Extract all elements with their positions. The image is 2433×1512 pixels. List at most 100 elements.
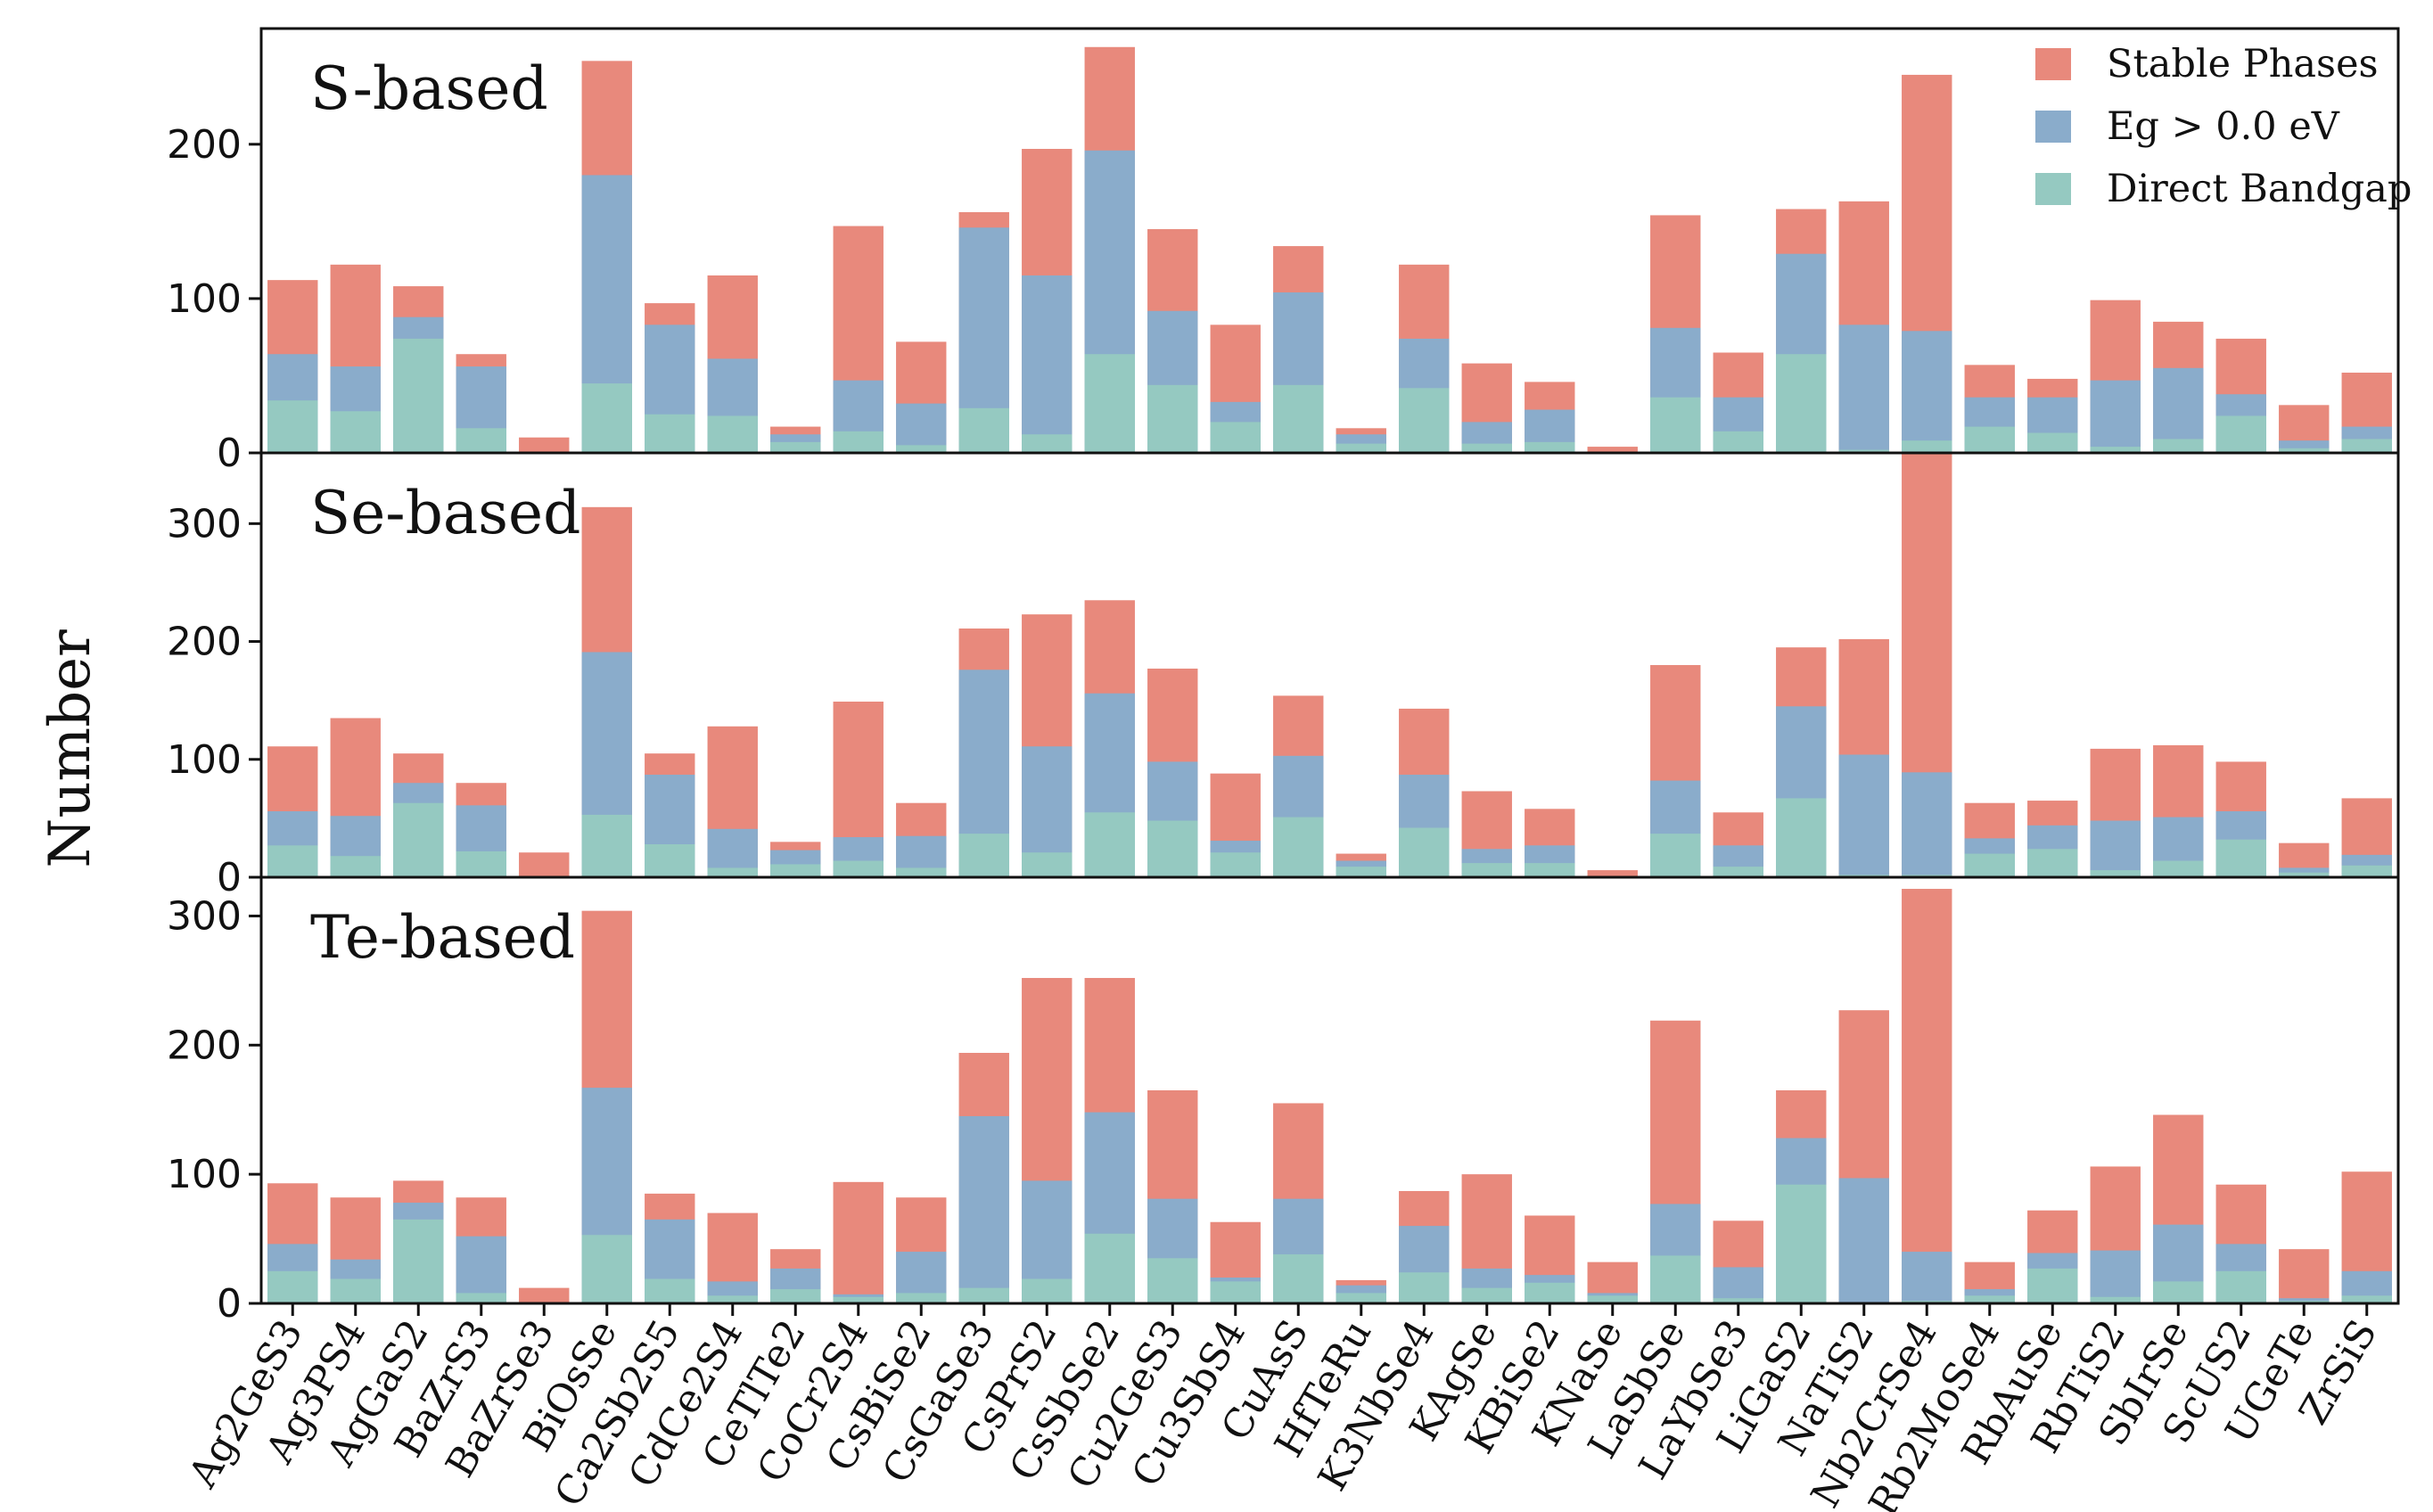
bar-se-based-RbAuSe-direct-bandgap [2027, 849, 2078, 877]
bar-se-based-Rb2MoSe4-direct-bandgap [1964, 853, 2015, 877]
bar-se-based-CsGaSe3-direct-bandgap [958, 834, 1009, 877]
bar-se-based-CdCe2S4-direct-bandgap [707, 867, 758, 877]
bar-s-based-BiOsSe-direct-bandgap [581, 383, 632, 453]
bar-se-based-BaZrS3-direct-bandgap [456, 850, 506, 877]
bar-te-based-ZrSiS-direct-bandgap [2341, 1295, 2392, 1303]
bar-te-based-CsPrS2-direct-bandgap [1022, 1278, 1073, 1303]
bar-te-based-Cu3SbS4-direct-bandgap [1210, 1281, 1261, 1303]
y-axis-label: Number [37, 629, 103, 868]
bar-te-based-CuAsS-direct-bandgap [1273, 1253, 1324, 1303]
bar-te-based-BiOsSe-direct-bandgap [581, 1235, 632, 1303]
bar-s-based-CsBiSe2-direct-bandgap [896, 445, 947, 453]
panel-frames [259, 27, 2400, 1305]
bar-se-based-ZrSiS-direct-bandgap [2341, 865, 2392, 877]
bar-s-based-CsBiSe2-eg-0-0-ev [896, 403, 947, 453]
bar-s-based-HfTeRu-direct-bandgap [1336, 443, 1386, 453]
y-tick-label: 200 [167, 122, 242, 168]
bar-te-based-KBiSe2-direct-bandgap [1525, 1282, 1575, 1303]
bar-s-based-KBiSe2-direct-bandgap [1525, 441, 1575, 453]
bar-te-based-BaZrSe3-stable-phases [519, 1287, 570, 1303]
bar-te-based-RbTiS2-direct-bandgap [2090, 1296, 2141, 1303]
bar-s-based-CsPrS2-direct-bandgap [1022, 434, 1073, 453]
bar-se-based-Cu3SbS4-direct-bandgap [1210, 852, 1261, 877]
bar-te-based-KNaSe-direct-bandgap [1587, 1295, 1638, 1303]
bar-se-based-CeTlTe2-direct-bandgap [770, 864, 821, 877]
bar-se-based-HfTeRu-direct-bandgap [1336, 867, 1386, 877]
bar-se-based-KNaSe-stable-phases [1587, 870, 1638, 877]
bar-te-based-Nb2CrSe4-stable-phases [1902, 889, 1952, 1303]
y-tick-label: 100 [167, 276, 242, 322]
bar-se-based-Nb2CrSe4-eg-0-0-ev [1902, 772, 1952, 877]
bar-se-based-Cu2GeS3-direct-bandgap [1147, 820, 1198, 877]
bar-se-based-CsPrS2-direct-bandgap [1022, 852, 1073, 877]
bar-se-based-BiOsSe-direct-bandgap [581, 814, 632, 877]
bar-te-based-AgGaS2-direct-bandgap [393, 1219, 444, 1303]
bar-se-based-BaZrSe3-stable-phases [519, 852, 570, 877]
bar-te-based-Ca2Sb2S5-direct-bandgap [645, 1278, 695, 1303]
legend-swatch-direct [2035, 173, 2071, 205]
bar-s-based-Cu2GeS3-direct-bandgap [1147, 384, 1198, 453]
bar-s-based-CsSbSe2-direct-bandgap [1084, 354, 1135, 453]
bar-s-based-CuAsS-direct-bandgap [1273, 384, 1324, 453]
bar-s-based-BaZrS3-direct-bandgap [456, 428, 506, 453]
bar-se-based-LaYbSe3-direct-bandgap [1713, 867, 1763, 877]
bar-te-based-SbIrSe-direct-bandgap [2153, 1281, 2204, 1303]
bar-te-based-CsSbSe2-direct-bandgap [1084, 1233, 1135, 1303]
bar-se-based-RbTiS2-eg-0-0-ev [2090, 820, 2141, 877]
bar-s-based-K3NbSe4-direct-bandgap [1399, 388, 1450, 453]
bar-s-based-Nb2CrSe4-direct-bandgap [1902, 440, 1952, 453]
bar-s-based-UGeTe-direct-bandgap [2279, 448, 2330, 453]
legend-label-direct: Direct Bandgap [2107, 167, 2412, 211]
bar-se-based-SbIrSe-direct-bandgap [2153, 860, 2204, 877]
legend-swatch-eg [2035, 111, 2071, 143]
bar-te-based-BaZrS3-direct-bandgap [456, 1293, 506, 1303]
bar-se-based-AgGaS2-direct-bandgap [393, 802, 444, 877]
bar-s-based-LaSbSe-direct-bandgap [1650, 397, 1701, 453]
bar-s-based-CsPrS2-eg-0-0-ev [1022, 275, 1073, 453]
bar-s-based-Rb2MoSe4-direct-bandgap [1964, 426, 2015, 453]
bar-se-based-Ca2Sb2S5-direct-bandgap [645, 843, 695, 877]
y-tick-label: 200 [167, 620, 242, 665]
y-tick-label: 100 [167, 1152, 242, 1197]
bar-te-based-LaYbSe3-direct-bandgap [1713, 1298, 1763, 1303]
y-tick-label: 0 [217, 855, 242, 900]
bar-s-based-RbTiS2-direct-bandgap [2090, 447, 2141, 453]
bar-se-based-UGeTe-direct-bandgap [2279, 872, 2330, 877]
bar-te-based-HfTeRu-direct-bandgap [1336, 1293, 1386, 1303]
bar-se-based-Ag2GeS3-direct-bandgap [267, 845, 318, 877]
panel-title: Se-based [310, 479, 580, 547]
bar-s-based-ZrSiS-direct-bandgap [2341, 439, 2392, 453]
bar-s-based-RbTiS2-eg-0-0-ev [2090, 380, 2141, 453]
bar-s-based-BaZrSe3-stable-phases [519, 437, 570, 453]
bar-te-based-KAgSe-direct-bandgap [1461, 1287, 1512, 1303]
bar-se-based-CoCr2S4-direct-bandgap [833, 860, 884, 877]
bar-te-based-BaZrS3-eg-0-0-ev [456, 1236, 506, 1303]
panel-frame [259, 875, 2400, 1305]
bar-te-based-Cu2GeS3-direct-bandgap [1147, 1258, 1198, 1303]
bar-s-based-Ag3PS4-direct-bandgap [330, 411, 381, 453]
legend-label-stable: Stable Phases [2107, 42, 2379, 86]
bar-te-based-CsGaSe3-direct-bandgap [958, 1287, 1009, 1303]
bar-se-based-RbTiS2-direct-bandgap [2090, 870, 2141, 877]
bar-te-based-CdCe2S4-direct-bandgap [707, 1295, 758, 1303]
panel-title: Te-based [310, 903, 575, 972]
bar-se-based-LiGaS2-direct-bandgap [1776, 798, 1827, 877]
bar-s-based-NaTiS2-direct-bandgap [1838, 449, 1889, 453]
bar-s-based-ScUS2-direct-bandgap [2215, 415, 2266, 453]
bar-se-based-LaSbSe-direct-bandgap [1650, 834, 1701, 877]
bar-se-based-ScUS2-direct-bandgap [2215, 839, 2266, 877]
legend: Stable Phases Eg > 0.0 eV Direct Bandgap [2035, 42, 2412, 211]
bar-s-based-SbIrSe-eg-0-0-ev [2153, 367, 2204, 453]
bar-s-based-LiGaS2-direct-bandgap [1776, 354, 1827, 453]
bar-te-based-Rb2MoSe4-direct-bandgap [1964, 1295, 2015, 1303]
bar-se-based-Ag3PS4-direct-bandgap [330, 856, 381, 877]
bar-s-based-Cu3SbS4-direct-bandgap [1210, 422, 1261, 453]
bar-te-based-UGeTe-stable-phases [2279, 1249, 2330, 1303]
bar-te-based-CsGaSe3-eg-0-0-ev [958, 1115, 1009, 1303]
bar-se-based-CsBiSe2-direct-bandgap [896, 867, 947, 877]
y-tick-label: 300 [167, 501, 242, 546]
bar-te-based-LaSbSe-direct-bandgap [1650, 1255, 1701, 1303]
bars [267, 46, 2392, 1303]
bar-se-based-KBiSe2-direct-bandgap [1525, 863, 1575, 877]
